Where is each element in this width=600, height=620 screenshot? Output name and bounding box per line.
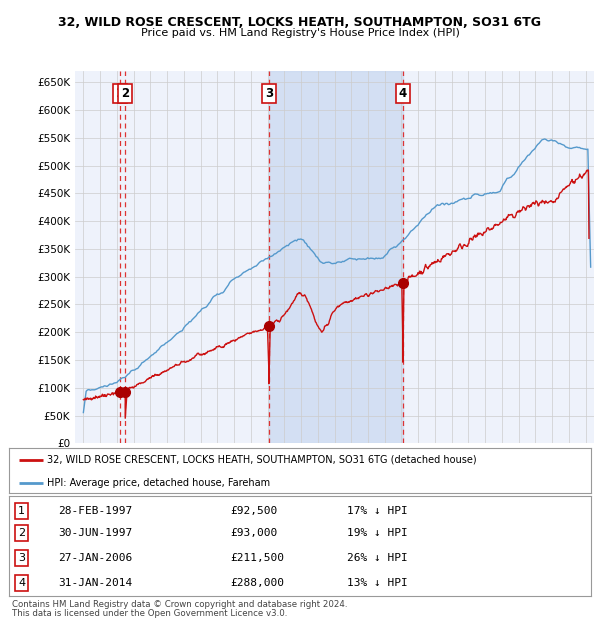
Text: This data is licensed under the Open Government Licence v3.0.: This data is licensed under the Open Gov… <box>12 609 287 619</box>
Text: £92,500: £92,500 <box>230 506 277 516</box>
Text: 2: 2 <box>18 528 25 538</box>
Text: 3: 3 <box>19 553 25 564</box>
Text: 28-FEB-1997: 28-FEB-1997 <box>58 506 133 516</box>
Text: 32, WILD ROSE CRESCENT, LOCKS HEATH, SOUTHAMPTON, SO31 6TG: 32, WILD ROSE CRESCENT, LOCKS HEATH, SOU… <box>59 16 542 29</box>
Text: 1: 1 <box>115 87 124 100</box>
Text: Contains HM Land Registry data © Crown copyright and database right 2024.: Contains HM Land Registry data © Crown c… <box>12 600 347 609</box>
Bar <box>269 71 403 443</box>
Text: 19% ↓ HPI: 19% ↓ HPI <box>347 528 407 538</box>
Text: 13% ↓ HPI: 13% ↓ HPI <box>347 578 407 588</box>
Text: 30-JUN-1997: 30-JUN-1997 <box>58 528 133 538</box>
Text: £211,500: £211,500 <box>230 553 284 564</box>
Text: HPI: Average price, detached house, Fareham: HPI: Average price, detached house, Fare… <box>47 478 270 488</box>
Text: 2: 2 <box>121 87 129 100</box>
Text: £288,000: £288,000 <box>230 578 284 588</box>
Text: 4: 4 <box>398 87 407 100</box>
Text: Price paid vs. HM Land Registry's House Price Index (HPI): Price paid vs. HM Land Registry's House … <box>140 28 460 38</box>
Text: 31-JAN-2014: 31-JAN-2014 <box>58 578 133 588</box>
Text: 1: 1 <box>19 506 25 516</box>
Text: 4: 4 <box>18 578 25 588</box>
Text: £93,000: £93,000 <box>230 528 277 538</box>
Text: 26% ↓ HPI: 26% ↓ HPI <box>347 553 407 564</box>
Text: 17% ↓ HPI: 17% ↓ HPI <box>347 506 407 516</box>
Text: 32, WILD ROSE CRESCENT, LOCKS HEATH, SOUTHAMPTON, SO31 6TG (detached house): 32, WILD ROSE CRESCENT, LOCKS HEATH, SOU… <box>47 455 476 465</box>
Text: 27-JAN-2006: 27-JAN-2006 <box>58 553 133 564</box>
Text: 3: 3 <box>265 87 273 100</box>
